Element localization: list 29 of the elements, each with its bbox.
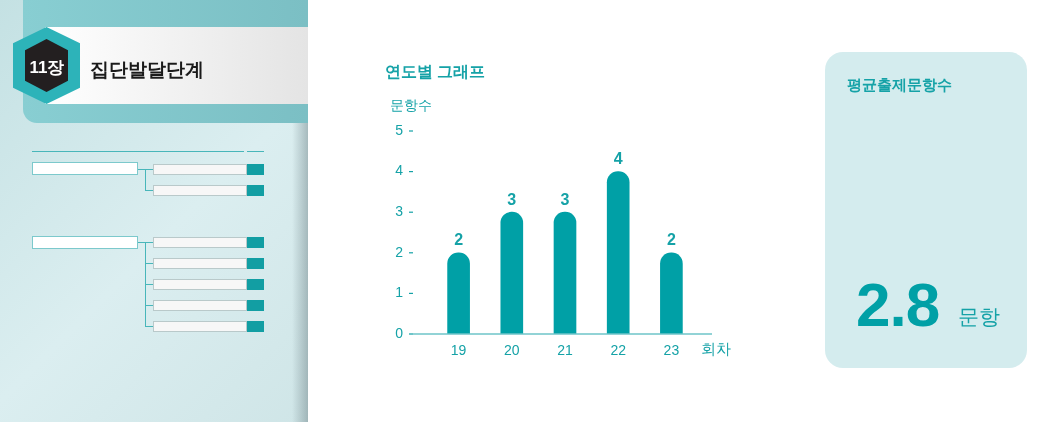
data-label: 3 bbox=[507, 190, 517, 208]
y-tick-label: 0 bbox=[395, 324, 404, 341]
data-label: 2 bbox=[666, 231, 676, 249]
y-tick-label: 1 bbox=[395, 284, 404, 301]
text: 집단발달단계 bbox=[90, 59, 204, 80]
bar bbox=[660, 252, 683, 334]
data-label: 3 bbox=[560, 190, 570, 208]
bar bbox=[500, 211, 524, 334]
y-tick-label: 2 bbox=[395, 243, 404, 260]
data-label: 2 bbox=[454, 231, 464, 249]
text: 평균출제문항수 bbox=[847, 76, 952, 93]
text: 11장 bbox=[28, 58, 66, 77]
bar bbox=[606, 171, 630, 334]
data-label: 4 bbox=[613, 150, 623, 168]
x-tick-label: 19 bbox=[450, 342, 467, 359]
bar bbox=[447, 252, 470, 334]
text: 문항 bbox=[958, 305, 1000, 328]
chart-title: 연도별 그래프 bbox=[385, 63, 486, 81]
bar bbox=[553, 211, 577, 334]
y-axis-title: 문항수 bbox=[390, 96, 432, 113]
y-tick-label: 5 bbox=[395, 121, 404, 138]
x-tick-label: 22 bbox=[610, 342, 627, 359]
x-tick-label: 20 bbox=[504, 342, 520, 359]
y-tick-label: 3 bbox=[395, 203, 404, 220]
y-tick-label: 4 bbox=[395, 162, 404, 179]
text: 2.8 bbox=[856, 270, 940, 339]
x-tick-label: 21 bbox=[557, 342, 573, 359]
x-axis-title: 회차 bbox=[701, 340, 731, 358]
x-tick-label: 23 bbox=[663, 342, 680, 359]
